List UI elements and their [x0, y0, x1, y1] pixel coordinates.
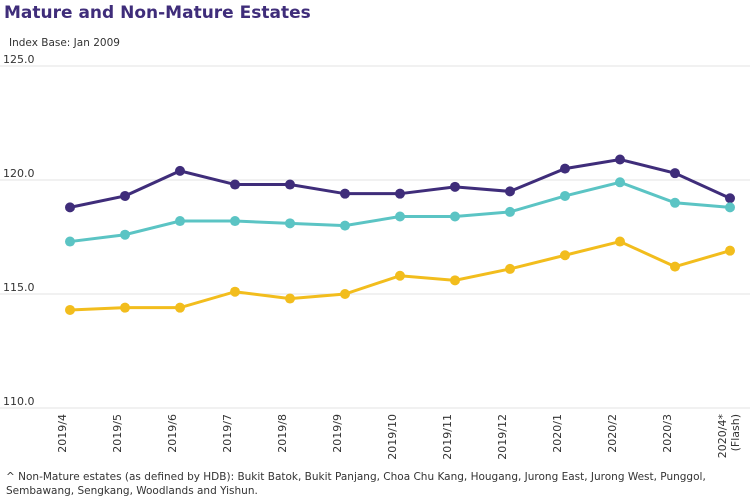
x-tick-label: 2020/1: [551, 414, 564, 453]
data-point: [340, 220, 350, 231]
data-point: [175, 302, 185, 313]
data-point: [450, 211, 460, 222]
data-point: [230, 179, 240, 190]
x-tick-label: 2019/5: [111, 414, 124, 453]
x-tick-label: 2020/4*(Flash): [716, 414, 742, 459]
x-tick-label: 2019/6: [166, 414, 179, 453]
x-tick-label: 2019/12: [496, 414, 509, 460]
y-tick-label: 115.0: [3, 281, 35, 294]
data-point: [285, 218, 295, 229]
x-tick-label: 2019/9: [331, 414, 344, 453]
x-tick-label: 2020/3: [661, 414, 674, 453]
data-point: [65, 202, 75, 213]
footnote: ^ Non-Mature estates (as defined by HDB)…: [6, 471, 706, 497]
data-point: [230, 286, 240, 297]
data-point: [395, 270, 405, 281]
x-tick-label: 2019/8: [276, 414, 289, 453]
data-point: [340, 188, 350, 199]
data-point: [725, 202, 735, 213]
data-point: [725, 245, 735, 256]
data-point: [560, 250, 570, 261]
data-point: [670, 261, 680, 272]
y-tick-label: 120.0: [3, 167, 35, 180]
data-point: [120, 229, 130, 240]
data-point: [285, 293, 295, 304]
chart-title: Mature and Non-Mature Estates: [4, 3, 311, 23]
series-line: [69, 157, 731, 209]
data-point: [285, 179, 295, 190]
data-point: [230, 216, 240, 227]
x-tick-label: 2019/7: [221, 414, 234, 453]
data-point: [395, 211, 405, 222]
data-point: [65, 304, 75, 315]
data-point: [505, 263, 515, 274]
y-tick-label: 110.0: [3, 395, 35, 408]
data-point: [615, 177, 625, 188]
y-tick-label: 125.0: [3, 53, 35, 66]
data-point: [450, 275, 460, 286]
x-tick-label: 2020/2: [606, 414, 619, 453]
data-point: [615, 236, 625, 247]
data-point: [670, 197, 680, 208]
x-tick-label: 2019/10: [386, 414, 399, 460]
data-point: [340, 289, 350, 299]
data-point: [725, 193, 735, 204]
data-point: [505, 186, 515, 197]
data-point: [120, 190, 130, 201]
x-tick-label: 2019/11: [441, 414, 454, 460]
data-point: [65, 236, 75, 247]
data-point: [175, 216, 185, 227]
data-point: [670, 168, 680, 179]
x-tick-label: 2019/4: [56, 414, 69, 453]
data-point: [450, 181, 460, 192]
data-point: [395, 188, 405, 199]
data-point: [175, 165, 185, 176]
data-point: [560, 190, 570, 201]
chart: Mature and Non-Mature Estates Index Base…: [0, 3, 750, 460]
data-point: [120, 302, 130, 313]
data-point: [615, 154, 625, 165]
data-point: [505, 206, 515, 217]
chart-subtitle: Index Base: Jan 2009: [9, 37, 120, 49]
data-point: [560, 163, 570, 174]
